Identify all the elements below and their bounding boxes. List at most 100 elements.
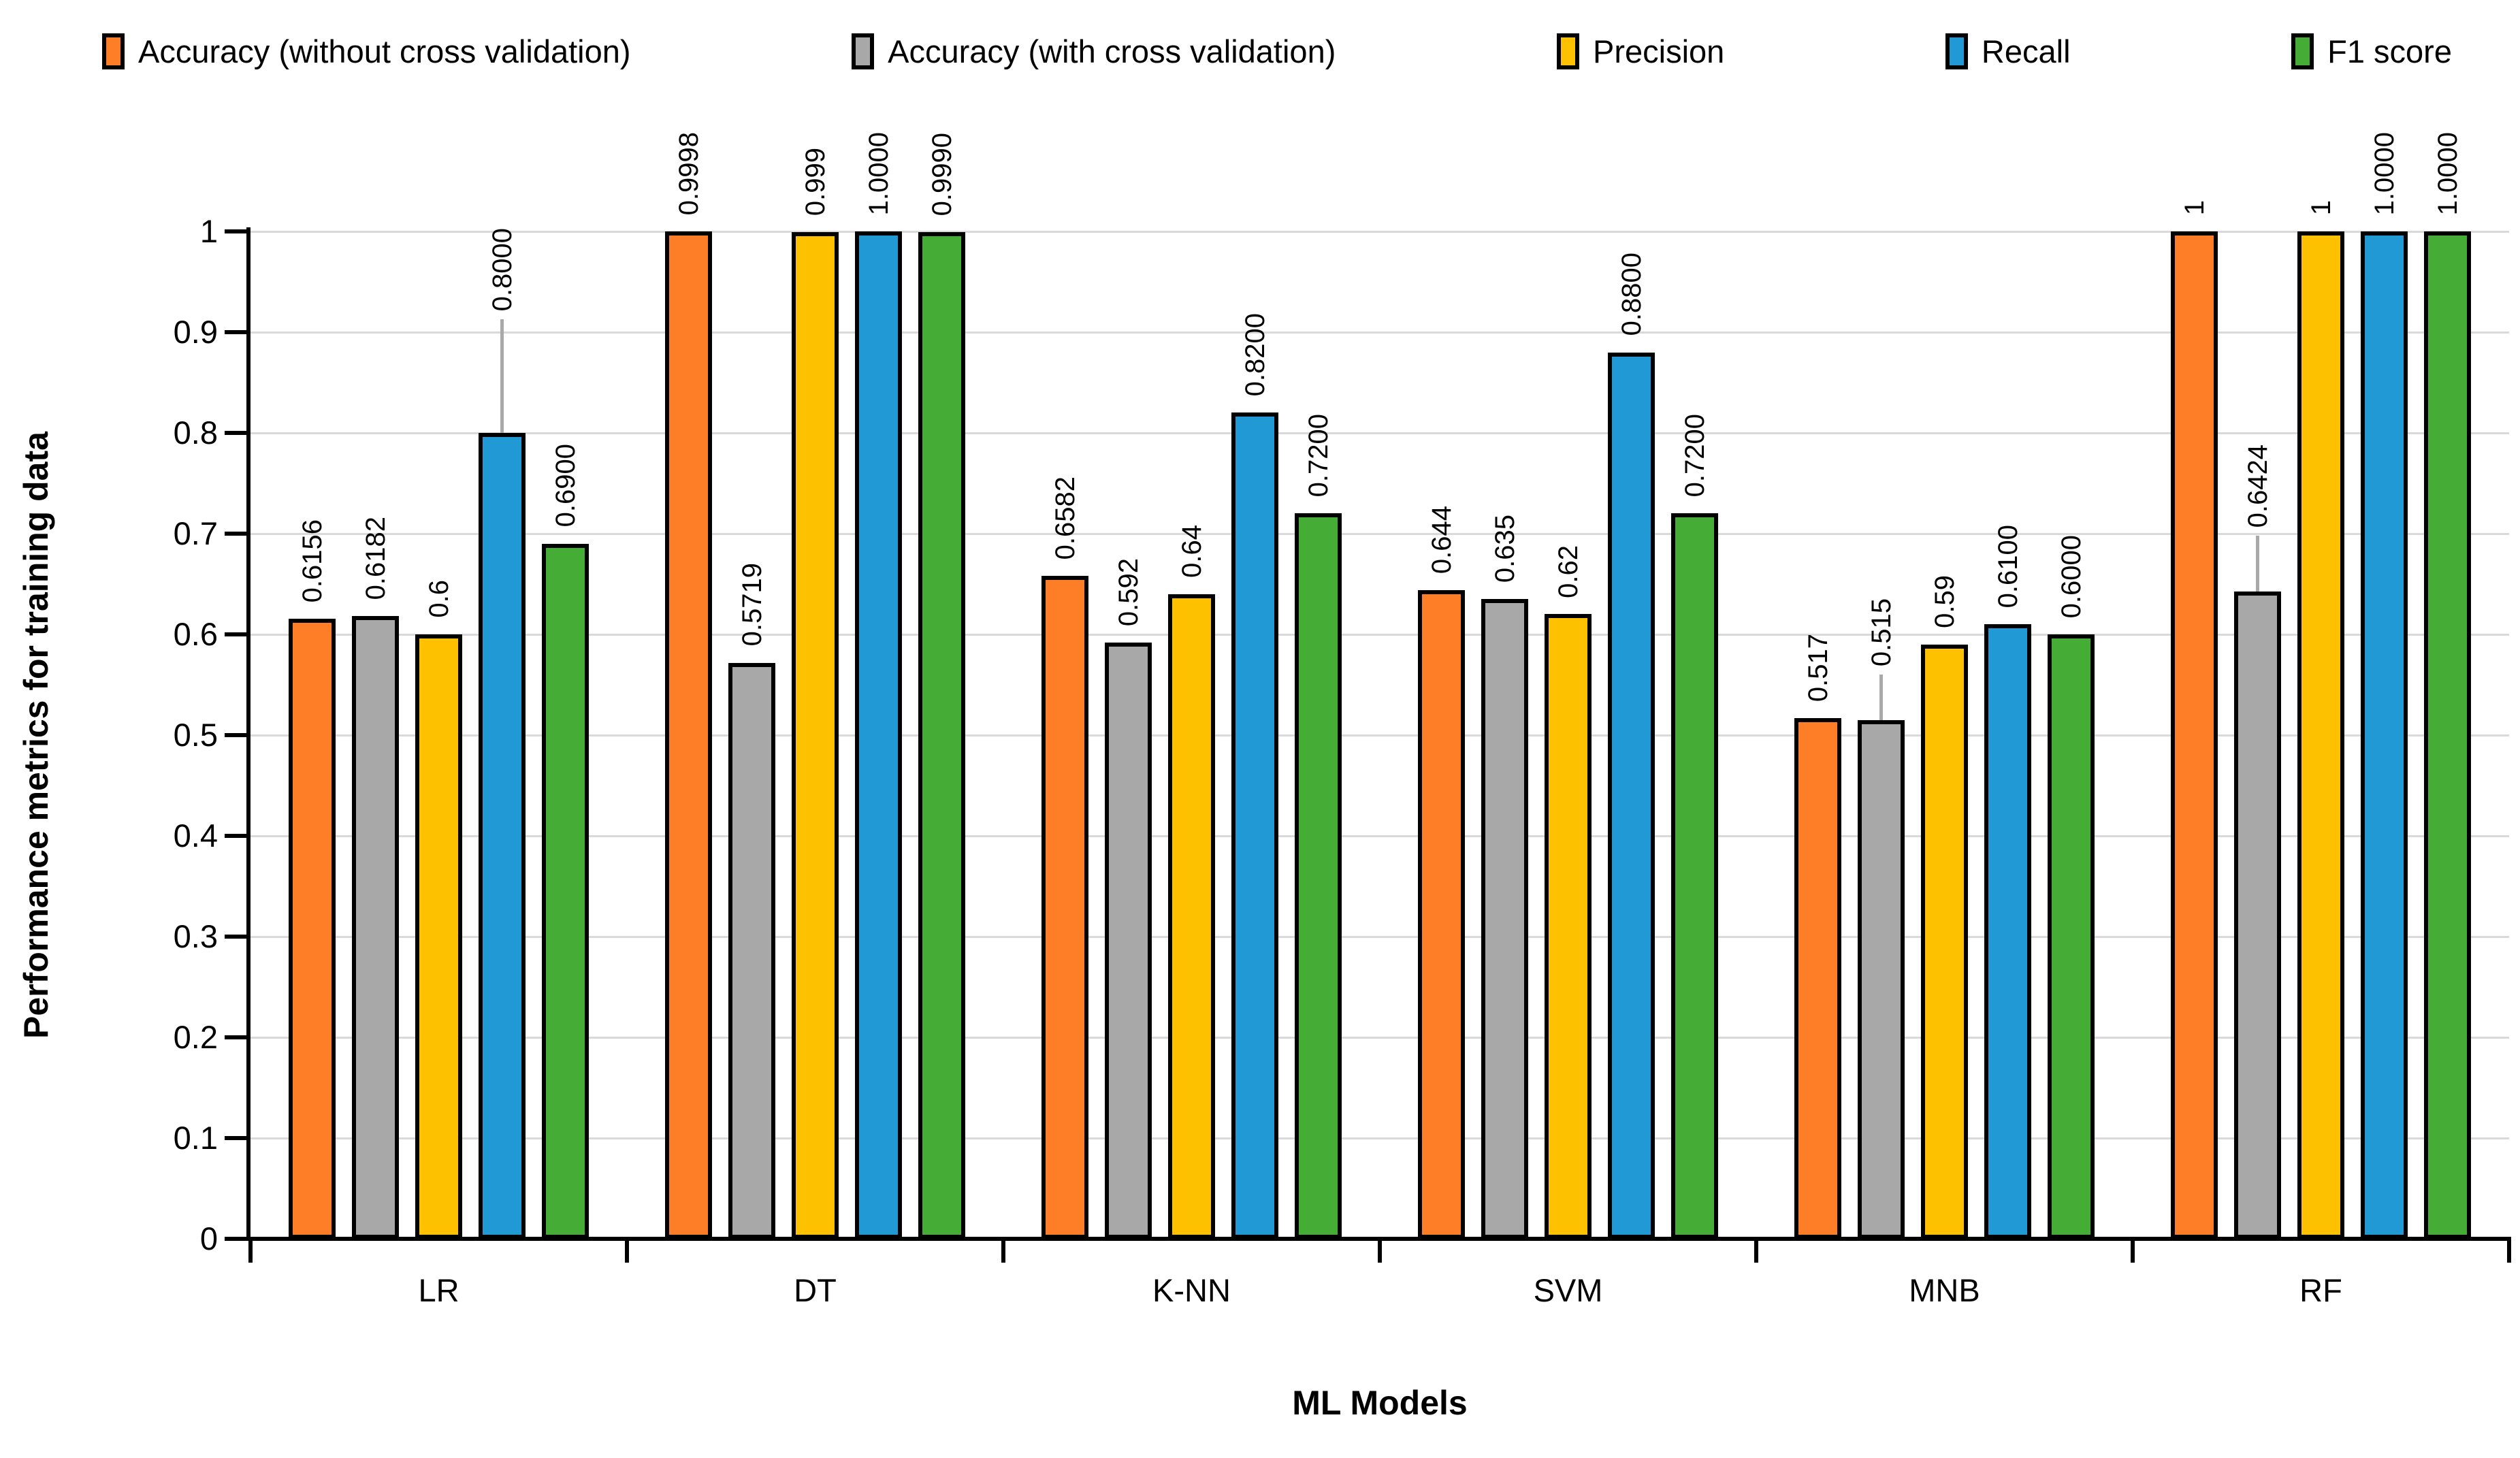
bar-accuracy-without-cross-validation-lr <box>289 618 336 1239</box>
bar-value-label: 0.59 <box>1929 574 1960 628</box>
y-tick-label: 0.9 <box>173 314 218 350</box>
bar-recall-dt <box>855 231 902 1239</box>
bar-recall-lr <box>479 433 526 1239</box>
chart-legend: Accuracy (without cross validation) Accur… <box>102 20 2452 82</box>
legend-swatch <box>1556 33 1579 69</box>
bar-value-label: 0.999 <box>800 148 830 216</box>
bar-value-label: 0.7200 <box>1303 414 1334 498</box>
bar-precision-dt <box>792 232 839 1239</box>
bar-precision-rf <box>2297 231 2344 1239</box>
legend-label: F1 score <box>2327 33 2452 69</box>
category-label-k-nn: K-NN <box>1152 1272 1231 1308</box>
gridline <box>251 1036 2509 1039</box>
bar-value-label: 1.0000 <box>2432 131 2463 215</box>
bar-recall-rf <box>2361 231 2408 1239</box>
bar-value-label: 0.9998 <box>673 131 704 216</box>
y-tick <box>225 229 251 233</box>
bar-precision-mnb <box>1921 644 1968 1239</box>
category-label-dt: DT <box>794 1272 837 1308</box>
legend-item: Accuracy (without cross validation) <box>102 33 631 69</box>
bar-value-label: 0.8200 <box>1240 313 1270 397</box>
y-tick-label: 0.7 <box>173 515 218 551</box>
bar-value-label: 0.6582 <box>1050 476 1080 560</box>
x-tick <box>625 1241 629 1263</box>
bar-f1-score-rf <box>2424 231 2471 1239</box>
bar-value-label: 0.6424 <box>2242 444 2273 528</box>
bar-value-label: 0.8800 <box>1616 253 1647 336</box>
bar-accuracy-without-cross-validation-rf <box>2171 231 2218 1239</box>
bar-accuracy-with-cross-validation-lr <box>352 616 399 1239</box>
bar-f1-score-k-nn <box>1295 513 1342 1239</box>
bar-value-label: 0.5719 <box>737 563 767 647</box>
bar-accuracy-with-cross-validation-mnb <box>1858 719 1905 1239</box>
bar-f1-score-mnb <box>2048 634 2095 1239</box>
x-tick <box>248 1241 253 1263</box>
y-tick <box>225 632 251 636</box>
bar-value-label: 1.0000 <box>2369 131 2400 215</box>
bar-accuracy-without-cross-validation-mnb <box>1794 717 1841 1239</box>
x-tick <box>1001 1241 1005 1263</box>
gridline <box>251 532 2509 535</box>
x-axis-line <box>246 1237 2511 1241</box>
gridline <box>251 1137 2509 1139</box>
y-tick <box>225 733 251 737</box>
bar-accuracy-with-cross-validation-rf <box>2234 592 2281 1239</box>
bar-accuracy-without-cross-validation-svm <box>1418 589 1465 1239</box>
bar-value-label: 0.644 <box>1426 505 1457 574</box>
bar-value-label: 0.7200 <box>1679 414 1710 498</box>
legend-swatch <box>2291 33 2314 69</box>
gridline <box>251 331 2509 334</box>
x-axis-title: ML Models <box>1292 1384 1468 1422</box>
legend-item: Recall <box>1945 33 2071 69</box>
legend-label: Precision <box>1592 33 1725 69</box>
bar-value-label: 0.6000 <box>2056 534 2086 618</box>
y-tick <box>225 1136 251 1140</box>
bar-value-label: 0.592 <box>1113 557 1144 626</box>
gridline <box>251 633 2509 636</box>
category-label-rf: RF <box>2299 1272 2342 1308</box>
bar-value-label: 0.6156 <box>297 519 327 602</box>
bar-f1-score-lr <box>542 543 589 1239</box>
bar-value-label: 0.64 <box>1176 524 1207 578</box>
legend-item: Precision <box>1556 33 1725 69</box>
bar-value-label: 0.517 <box>1803 633 1833 702</box>
bar-value-label: 1.0000 <box>863 131 894 215</box>
bar-value-label: 0.6100 <box>1992 524 2023 609</box>
legend-swatch <box>852 33 875 69</box>
legend-item: Accuracy (with cross validation) <box>852 33 1336 69</box>
legend-label: Accuracy (without cross validation) <box>138 33 631 69</box>
bar-accuracy-with-cross-validation-k-nn <box>1105 642 1152 1239</box>
bar-precision-lr <box>415 634 462 1239</box>
gridline <box>251 835 2509 837</box>
y-tick <box>225 834 251 838</box>
bar-accuracy-without-cross-validation-k-nn <box>1041 575 1088 1239</box>
y-tick-label: 0.2 <box>173 1019 218 1055</box>
bar-value-label: 0.6900 <box>550 444 581 528</box>
gridline <box>251 935 2509 938</box>
plot-area: 0.6156 0.6182 0.6 0.8000 0.6900 0.9998 0.5719 0… <box>251 132 2509 1239</box>
bar-accuracy-with-cross-validation-dt <box>728 662 775 1239</box>
gridline <box>251 432 2509 434</box>
y-tick <box>225 330 251 334</box>
bar-recall-k-nn <box>1231 412 1278 1239</box>
bar-value-label: 0.6 <box>423 580 454 618</box>
y-tick-label: 0.3 <box>173 918 218 954</box>
label-leader-line <box>500 319 504 436</box>
x-tick <box>2507 1241 2511 1263</box>
bar-value-label: 0.8000 <box>487 227 517 311</box>
x-tick <box>1378 1241 1382 1263</box>
gridline <box>251 230 2509 233</box>
bar-recall-svm <box>1608 352 1655 1239</box>
y-tick-label: 0.1 <box>173 1120 218 1156</box>
y-tick-label: 0.4 <box>173 817 218 854</box>
bar-value-label: 0.9990 <box>926 133 957 216</box>
bar-recall-mnb <box>1984 624 2031 1239</box>
y-tick <box>225 532 251 536</box>
bar-precision-svm <box>1545 614 1592 1239</box>
gridline <box>251 734 2509 736</box>
bar-accuracy-with-cross-validation-svm <box>1481 599 1528 1239</box>
bar-precision-k-nn <box>1168 594 1215 1239</box>
bar-value-label: 0.6182 <box>360 516 391 600</box>
x-tick <box>2131 1241 2135 1263</box>
